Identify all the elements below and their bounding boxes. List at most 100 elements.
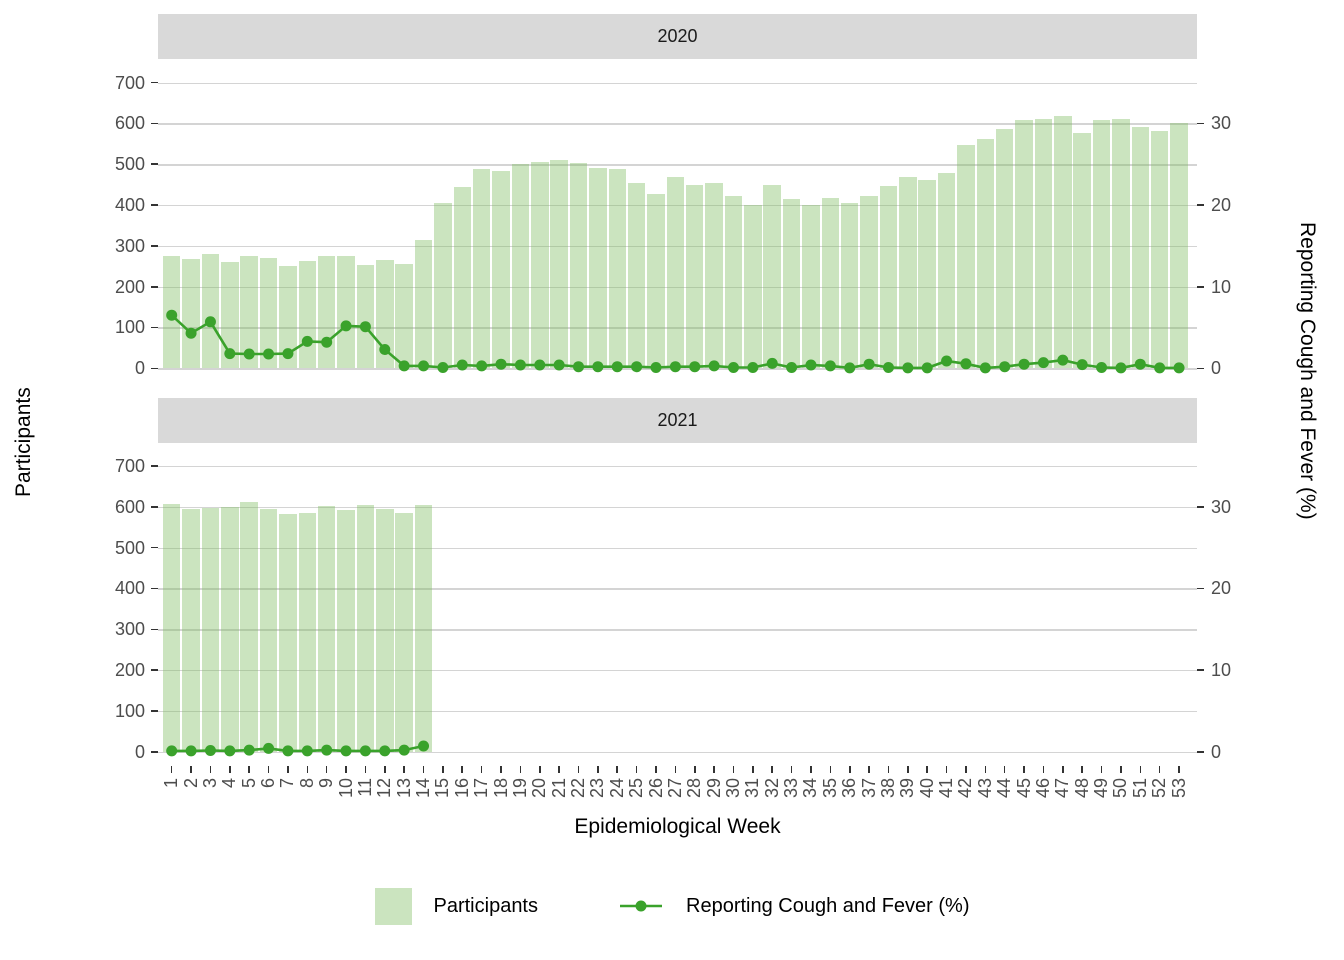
x-axis-tick-label: 6 bbox=[258, 778, 279, 789]
line-point bbox=[301, 335, 313, 347]
right-y-axis-tick-label: 10 bbox=[1211, 276, 1232, 297]
line-point bbox=[650, 362, 662, 373]
x-axis-tick-mark bbox=[1003, 766, 1006, 773]
x-axis-tick-mark bbox=[364, 766, 367, 773]
x-axis-tick-mark bbox=[480, 766, 483, 773]
line-point bbox=[301, 745, 313, 757]
x-axis-tick-mark bbox=[1139, 766, 1142, 773]
participants-bar bbox=[298, 512, 317, 752]
line-point bbox=[1154, 362, 1166, 374]
participants-bar bbox=[356, 504, 375, 752]
x-axis-tick-mark bbox=[713, 766, 715, 773]
x-axis-tick-label: 24 bbox=[606, 778, 627, 799]
participants-bar bbox=[608, 169, 626, 369]
x-axis-tick-label: 36 bbox=[839, 778, 860, 799]
participants-bar bbox=[763, 184, 781, 369]
x-axis-tick-mark bbox=[190, 766, 192, 773]
x-axis-tick-label: 28 bbox=[684, 778, 705, 799]
x-axis-tick-label: 9 bbox=[316, 778, 337, 789]
participants-bar bbox=[414, 239, 433, 369]
x-axis-tick-mark bbox=[403, 766, 405, 773]
line-point bbox=[340, 320, 352, 332]
x-axis-tick-mark bbox=[500, 766, 502, 773]
y-axis-tick-mark bbox=[151, 506, 158, 508]
gridline bbox=[158, 164, 1197, 166]
x-axis-tick-label: 11 bbox=[354, 778, 375, 797]
line-point bbox=[166, 745, 178, 757]
x-axis-tick-mark bbox=[1120, 766, 1122, 773]
x-axis-tick-label: 53 bbox=[1168, 778, 1189, 799]
gridline bbox=[158, 327, 1197, 329]
x-axis-tick-label: 7 bbox=[277, 778, 298, 789]
x-axis-tick-mark bbox=[868, 766, 870, 773]
participants-bar bbox=[240, 501, 258, 752]
participants-bar bbox=[1034, 119, 1053, 369]
gridline bbox=[158, 547, 1197, 550]
y-axis-tick-label: 600 bbox=[114, 496, 145, 517]
line-point bbox=[243, 348, 255, 360]
y-axis-tick-mark bbox=[151, 204, 158, 206]
line-point bbox=[263, 742, 275, 754]
participants-bar bbox=[376, 260, 394, 369]
line-point bbox=[282, 745, 294, 757]
x-axis-tick-label: 16 bbox=[451, 778, 472, 799]
legend-label-participants: Participants bbox=[433, 894, 539, 917]
x-axis-tick-mark bbox=[1158, 766, 1161, 773]
x-axis-tick-label: 41 bbox=[936, 778, 957, 799]
x-axis-tick-label: 39 bbox=[897, 778, 918, 799]
participants-bar bbox=[492, 171, 510, 369]
line-point bbox=[669, 361, 681, 373]
right-y-axis-tick-mark bbox=[1197, 669, 1204, 671]
x-axis-tick-label: 4 bbox=[219, 778, 240, 789]
x-axis-tick-mark bbox=[1062, 766, 1064, 773]
x-axis-tick-label: 10 bbox=[335, 778, 356, 799]
facet-strip-2020: 2020 bbox=[158, 14, 1197, 59]
participants-bar bbox=[1170, 123, 1188, 369]
line-point bbox=[844, 362, 856, 374]
participants-bar bbox=[627, 182, 646, 369]
line-point bbox=[321, 744, 333, 756]
y-axis-title-left: Participants bbox=[12, 387, 35, 497]
x-axis-tick-mark bbox=[848, 766, 851, 773]
participants-bar bbox=[957, 145, 975, 369]
x-axis-tick-mark bbox=[907, 766, 909, 773]
line-point bbox=[204, 316, 216, 328]
x-axis-tick-mark bbox=[674, 766, 677, 773]
gridline bbox=[158, 205, 1197, 207]
x-axis-tick-label: 43 bbox=[974, 778, 995, 799]
x-axis-tick-label: 42 bbox=[955, 778, 976, 799]
y-axis-tick-label: 300 bbox=[114, 235, 145, 256]
y-axis-tick-label: 700 bbox=[114, 456, 145, 476]
legend-key-line: Reporting Cough and Fever (%) bbox=[618, 891, 969, 921]
participants-bar bbox=[666, 177, 685, 369]
x-axis-tick-label: 1 bbox=[161, 778, 182, 789]
line-point bbox=[534, 359, 546, 371]
line-point bbox=[495, 358, 507, 370]
x-axis-tick-label: 52 bbox=[1149, 778, 1170, 799]
line-point bbox=[224, 745, 236, 757]
participants-bar bbox=[182, 509, 200, 752]
participants-bar bbox=[1015, 120, 1033, 369]
x-axis-tick-mark bbox=[519, 766, 522, 773]
line-point bbox=[359, 745, 371, 757]
participants-bar bbox=[201, 508, 220, 752]
gridline bbox=[158, 466, 1197, 468]
x-axis-tick-mark bbox=[1081, 766, 1083, 773]
line-point bbox=[263, 348, 275, 360]
participants-bar bbox=[376, 509, 394, 752]
legend-swatch-participants bbox=[374, 887, 412, 925]
x-axis-tick-mark bbox=[170, 766, 173, 773]
x-axis-tick-mark bbox=[248, 766, 250, 773]
y-axis-tick-mark bbox=[151, 628, 158, 631]
participants-bar bbox=[782, 199, 801, 369]
right-y-axis-tick-label: 0 bbox=[1211, 358, 1222, 379]
x-axis-tick-mark bbox=[209, 766, 212, 773]
x-axis-tick-label: 35 bbox=[819, 778, 840, 799]
x-axis-title: Epidemiological Week bbox=[574, 815, 781, 838]
participants-bar bbox=[221, 506, 239, 752]
y-axis-tick-label: 700 bbox=[114, 72, 145, 93]
x-axis-tick-label: 27 bbox=[664, 778, 685, 799]
right-y-axis-tick-label: 0 bbox=[1211, 741, 1222, 762]
x-axis-tick-label: 32 bbox=[761, 778, 782, 799]
line-point bbox=[689, 361, 701, 373]
